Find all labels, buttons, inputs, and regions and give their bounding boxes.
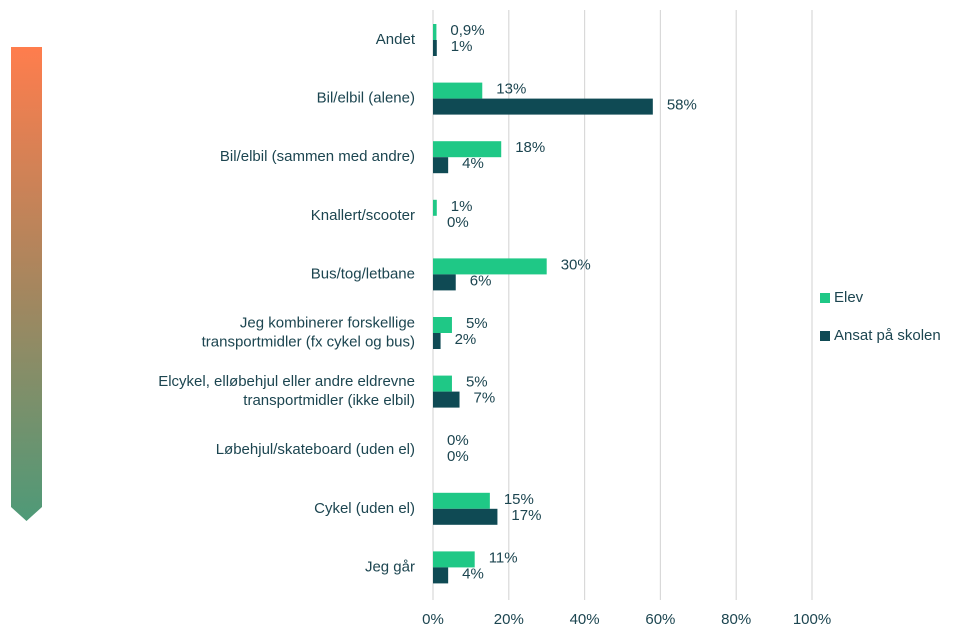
data-label: 0,9% — [450, 22, 484, 39]
bar — [433, 98, 653, 115]
legend-label: Ansat på skolen — [834, 327, 941, 344]
x-tick-label: 60% — [645, 611, 675, 628]
bar — [433, 492, 490, 509]
y-tick-label: Knallert/scooter — [311, 207, 415, 224]
y-tick-label: Løbehjul/skateboard (uden el) — [216, 441, 415, 458]
legend-label: Elev — [834, 289, 864, 306]
data-label: 30% — [561, 256, 591, 273]
y-tick-label: Bil/elbil (sammen med andre) — [220, 148, 415, 165]
x-tick-label: 40% — [570, 611, 600, 628]
y-tick-label: transportmidler (ikke elbil) — [243, 392, 415, 409]
bar — [433, 274, 456, 291]
bar — [433, 157, 449, 174]
data-label: 7% — [474, 390, 496, 407]
data-label: 5% — [466, 374, 488, 391]
bar — [433, 375, 452, 392]
data-label: 1% — [451, 198, 473, 215]
x-tick-label: 80% — [721, 611, 751, 628]
data-label: 0% — [447, 214, 469, 231]
data-label: 5% — [466, 315, 488, 332]
data-label: 17% — [511, 507, 541, 524]
bar — [433, 567, 449, 584]
bar — [433, 551, 475, 568]
y-tick-label: Elcykel, elløbehjul eller andre eldrevne — [158, 373, 415, 390]
x-tick-label: 100% — [793, 611, 831, 628]
y-tick-label: Jeg går — [365, 558, 415, 575]
bar — [433, 199, 437, 216]
bar — [433, 24, 437, 40]
y-tick-label: transportmidler (fx cykel og bus) — [202, 333, 415, 350]
data-label: 4% — [462, 565, 484, 582]
bar — [433, 40, 437, 56]
bar — [433, 82, 483, 99]
bar — [433, 508, 498, 525]
data-label: 15% — [504, 491, 534, 508]
data-label: 58% — [667, 97, 697, 114]
legend-swatch — [820, 293, 830, 303]
data-label: 18% — [515, 139, 545, 156]
x-tick-label: 20% — [494, 611, 524, 628]
data-label: 0% — [447, 432, 469, 449]
y-tick-label: Cykel (uden el) — [314, 500, 415, 517]
y-tick-label: Bus/tog/letbane — [311, 265, 415, 282]
data-label: 0% — [447, 448, 469, 465]
legend-swatch — [820, 331, 830, 341]
data-label: 13% — [496, 81, 526, 98]
bar — [433, 258, 547, 275]
data-label: 1% — [451, 38, 473, 55]
bar — [433, 141, 502, 158]
y-tick-label: Jeg kombinerer forskellige — [240, 314, 415, 331]
data-label: 2% — [455, 331, 477, 348]
data-label: 6% — [470, 272, 492, 289]
x-tick-label: 0% — [422, 611, 444, 628]
y-tick-label: Bil/elbil (alene) — [317, 90, 415, 107]
data-label: 11% — [489, 549, 518, 566]
bar — [433, 317, 452, 333]
y-tick-label: Andet — [376, 31, 416, 48]
data-label: 4% — [462, 155, 484, 172]
bar — [433, 391, 460, 408]
decorative-arrow — [11, 47, 42, 521]
bar — [433, 333, 441, 349]
